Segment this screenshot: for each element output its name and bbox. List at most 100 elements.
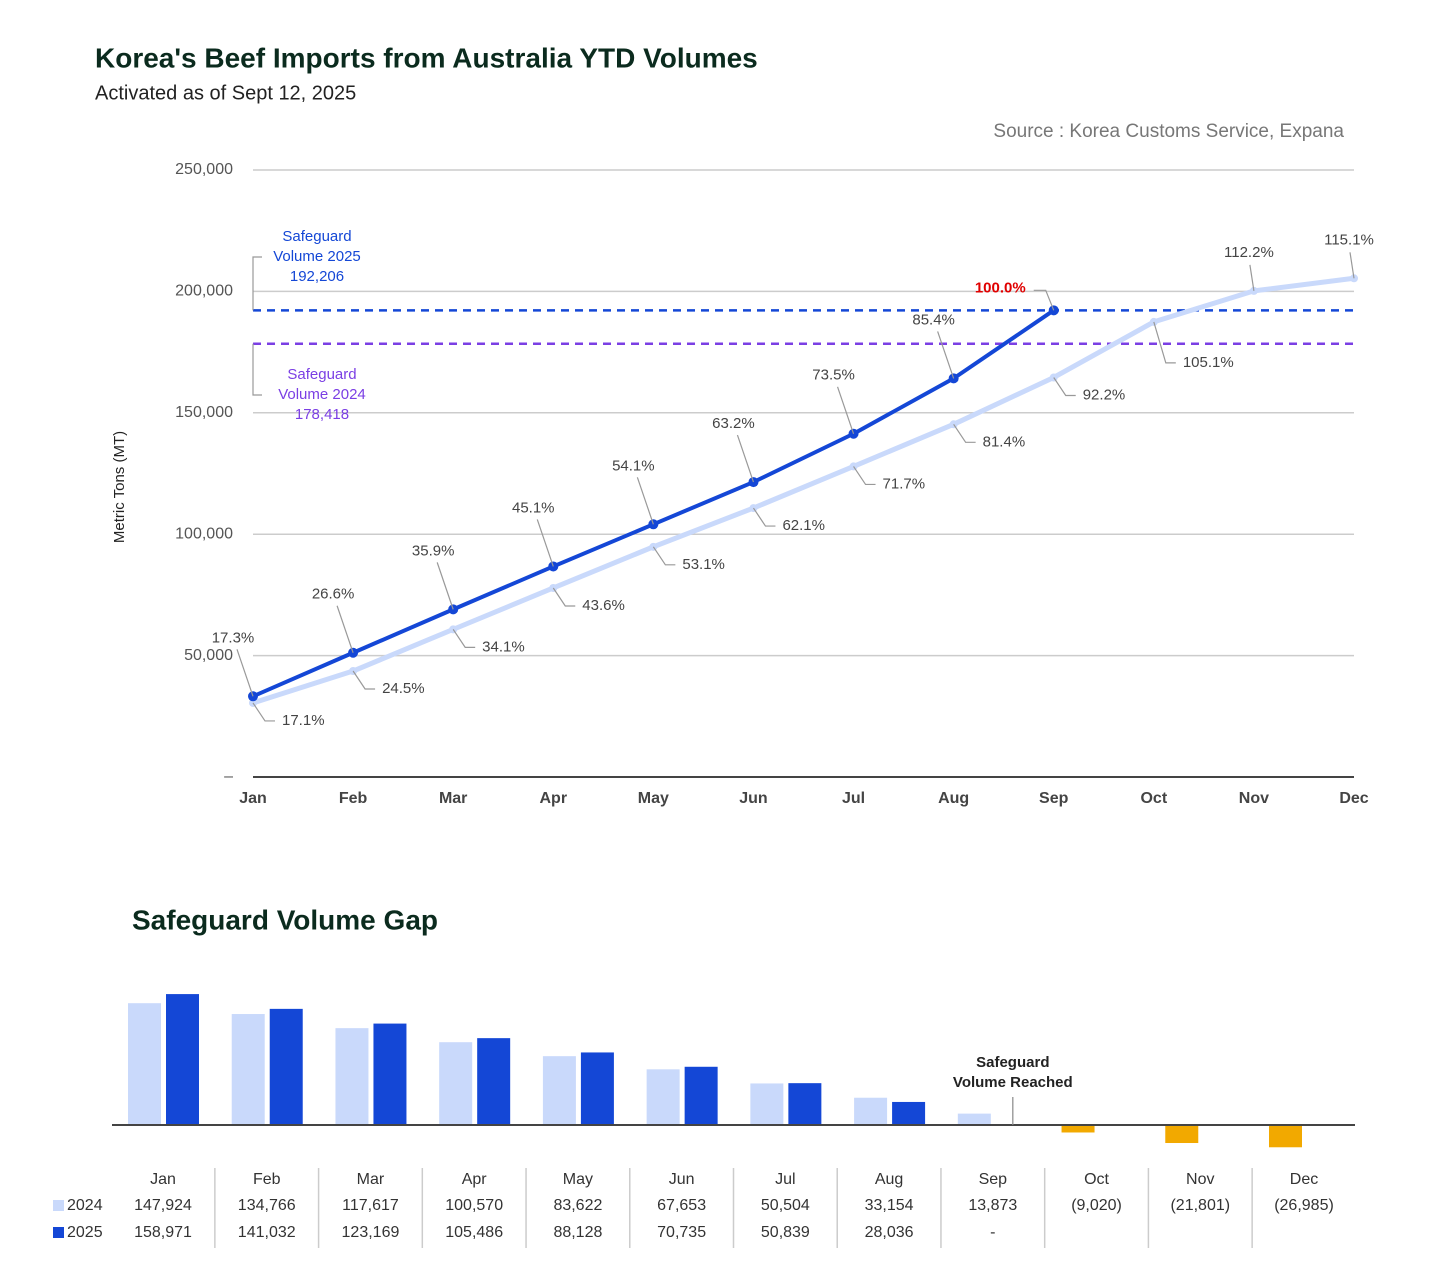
- bar: [750, 1083, 784, 1126]
- leader-line: [1349, 252, 1355, 279]
- bar: [854, 1097, 888, 1126]
- legend-label: 2024: [67, 1197, 103, 1214]
- leader-line: [336, 605, 354, 653]
- y-tick-label: 50,000: [184, 647, 233, 664]
- leader-line: [436, 562, 454, 610]
- bar: [1269, 1125, 1302, 1148]
- series-line: [252, 308, 1055, 699]
- leader-line: [853, 466, 876, 486]
- leader-line: [652, 546, 676, 566]
- table-value: 117,617: [342, 1197, 399, 1214]
- point-label: 105.1%: [1183, 354, 1234, 371]
- bar: [269, 1008, 303, 1126]
- legend-swatch: [53, 1200, 64, 1211]
- point-label: 24.5%: [382, 680, 425, 697]
- point-label: 34.1%: [482, 638, 525, 655]
- table-value: 105,486: [445, 1224, 503, 1241]
- x-tick-label: Mar: [439, 790, 467, 807]
- table-value: (21,801): [1170, 1197, 1230, 1214]
- table-header: Nov: [1186, 1171, 1214, 1188]
- table-value: 70,735: [657, 1224, 706, 1241]
- point-label: 54.1%: [612, 457, 655, 474]
- table-value: 83,622: [553, 1197, 602, 1214]
- point-label: 92.2%: [1083, 386, 1126, 403]
- leader-line: [552, 587, 576, 607]
- y-tick-label: 200,000: [175, 283, 233, 300]
- x-tick-label: May: [638, 790, 669, 807]
- bar: [684, 1066, 718, 1126]
- point-label: 35.9%: [412, 542, 455, 559]
- point-label: 43.6%: [582, 597, 625, 614]
- leader-line: [236, 649, 254, 697]
- bar: [373, 1023, 407, 1126]
- table-value: 88,128: [553, 1224, 602, 1241]
- x-tick-label: Sep: [1039, 790, 1069, 807]
- annotation: Safeguard: [976, 1054, 1049, 1071]
- point-label: 17.3%: [212, 629, 255, 646]
- bar: [128, 1003, 161, 1126]
- leader-line: [252, 702, 275, 722]
- table-value: 158,971: [134, 1224, 192, 1241]
- leader-line: [752, 507, 776, 527]
- table-value: 50,504: [761, 1197, 810, 1214]
- leader-line: [1249, 264, 1255, 291]
- table-value: 13,873: [968, 1197, 1017, 1214]
- table-header: Sep: [979, 1171, 1008, 1188]
- bar: [646, 1069, 680, 1126]
- bar: [542, 1056, 576, 1126]
- bar: [580, 1052, 614, 1126]
- table-value: 28,036: [865, 1224, 914, 1241]
- point-label: 71.7%: [883, 475, 926, 492]
- point-label: 53.1%: [682, 556, 725, 573]
- table-value: -: [990, 1224, 995, 1241]
- bar: [231, 1014, 265, 1126]
- bar: [957, 1113, 991, 1126]
- table-header: Jul: [775, 1171, 795, 1188]
- table-value: 67,653: [657, 1197, 706, 1214]
- table-value: 123,169: [342, 1224, 400, 1241]
- bar: [335, 1028, 369, 1126]
- x-tick-label: Dec: [1339, 790, 1368, 807]
- legend-swatch: [53, 1227, 64, 1238]
- legend-label: 2025: [67, 1224, 103, 1241]
- point-label: 63.2%: [712, 415, 755, 432]
- chart-subtitle: Activated as of Sept 12, 2025: [95, 82, 356, 104]
- point-label: 45.1%: [512, 499, 555, 516]
- x-tick-label: Nov: [1239, 790, 1269, 807]
- bracket: [252, 343, 262, 396]
- table-value: 147,924: [134, 1197, 192, 1214]
- source: Source : Korea Customs Service, Expana: [993, 121, 1344, 142]
- table-value: (26,985): [1274, 1197, 1334, 1214]
- table-value: 33,154: [865, 1197, 914, 1214]
- leader-line: [636, 477, 654, 525]
- x-tick-label: Oct: [1140, 790, 1167, 807]
- table-header: May: [563, 1171, 593, 1188]
- leader-line: [736, 434, 755, 483]
- table-header: Feb: [253, 1171, 281, 1188]
- table-header: Apr: [462, 1171, 488, 1188]
- y-tick-label: 100,000: [175, 525, 233, 542]
- reference-label: Safeguard: [287, 366, 356, 383]
- table-value: 134,766: [238, 1197, 296, 1214]
- table-value: 100,570: [445, 1197, 503, 1214]
- series-line: [252, 275, 1355, 706]
- table-value: (9,020): [1071, 1197, 1122, 1214]
- table-header: Oct: [1084, 1171, 1109, 1188]
- y-axis-label: Metric Tons (MT): [111, 431, 128, 543]
- leader-line: [1053, 377, 1076, 397]
- x-tick-label: Jun: [739, 790, 767, 807]
- leader-line: [836, 386, 855, 434]
- leader-line: [1033, 289, 1055, 311]
- table-header: Jun: [669, 1171, 695, 1188]
- table-header: Mar: [357, 1171, 385, 1188]
- point-label: 17.1%: [282, 712, 325, 729]
- reference-value: 178,418: [295, 406, 349, 423]
- point-label: 100.0%: [975, 279, 1026, 296]
- bar: [892, 1101, 926, 1126]
- point-label: 73.5%: [812, 367, 855, 384]
- x-tick-label: Apr: [539, 790, 567, 807]
- reference-label: Safeguard: [282, 228, 351, 245]
- point-label: 85.4%: [912, 311, 955, 328]
- leader-line: [937, 331, 955, 379]
